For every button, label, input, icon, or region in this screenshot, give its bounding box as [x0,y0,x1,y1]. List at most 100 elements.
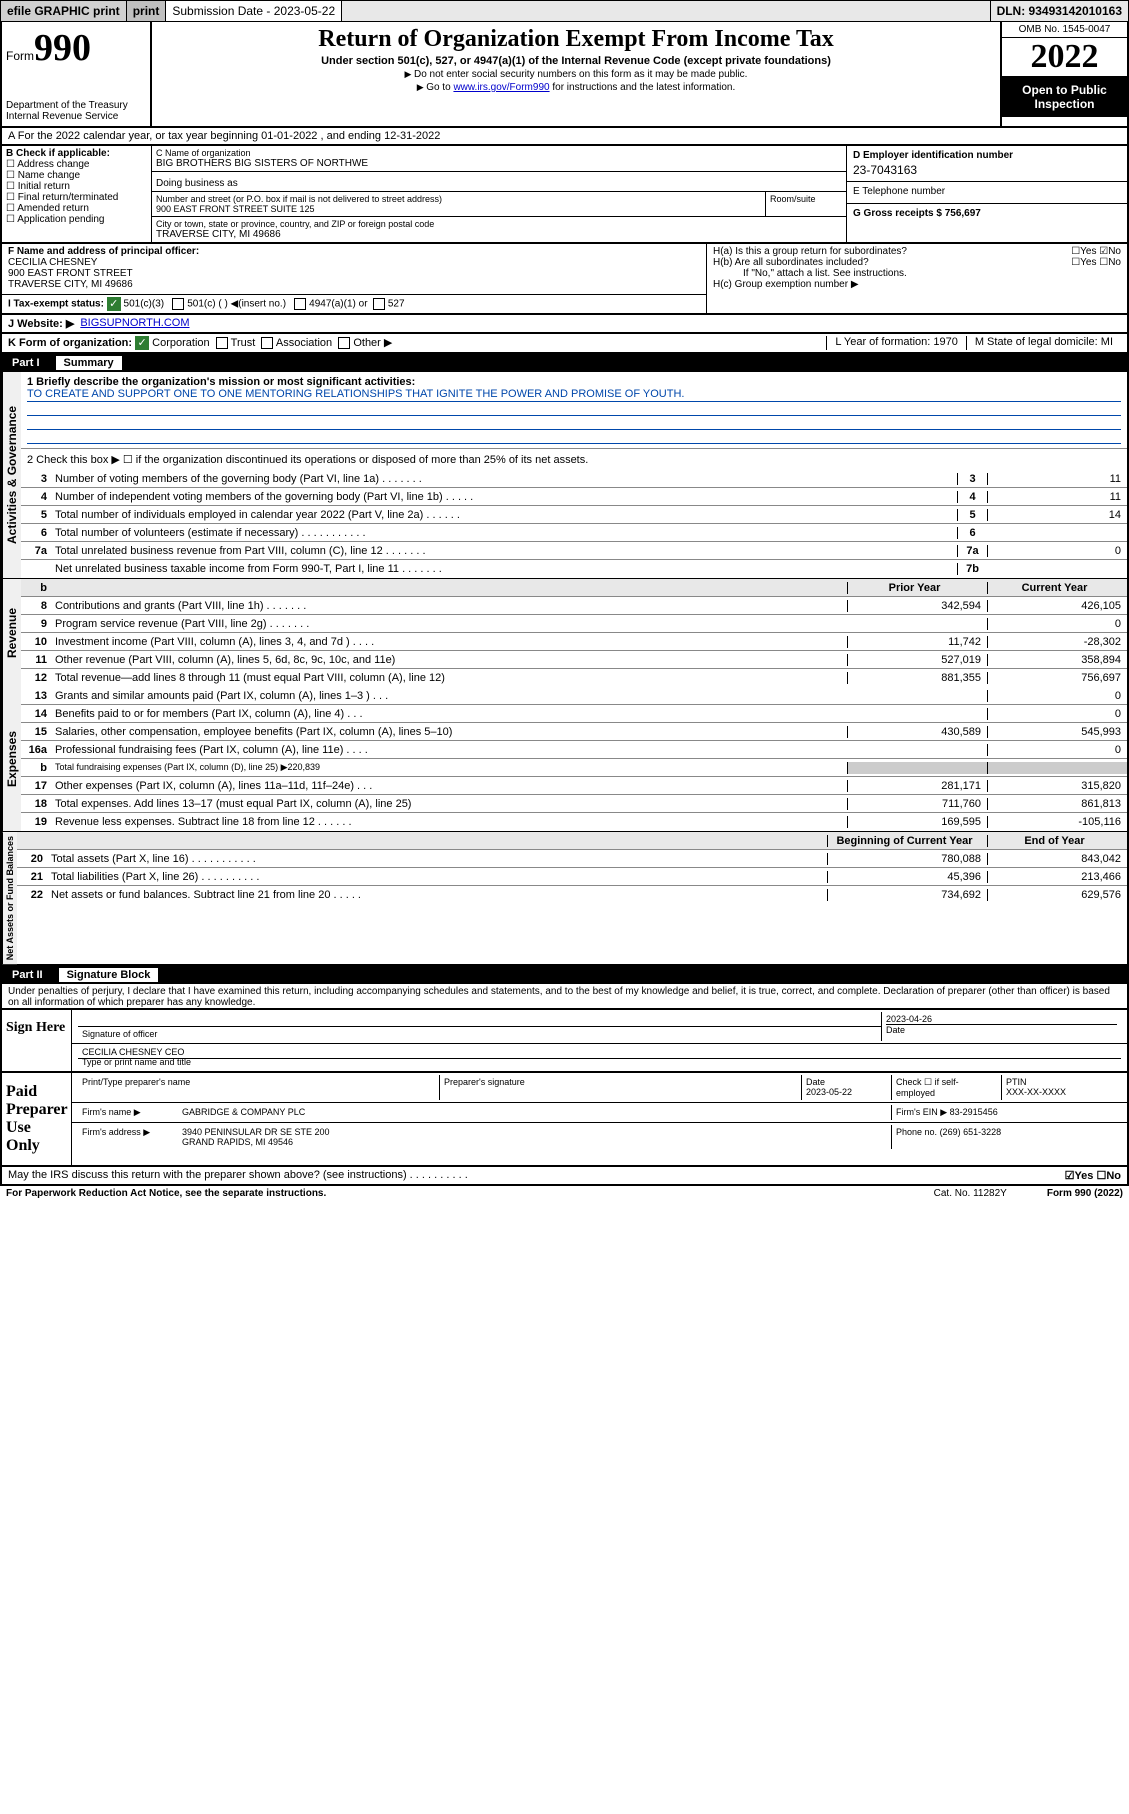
chk-application-pending[interactable]: Application pending [6,214,147,225]
summary-line: 11Other revenue (Part VIII, column (A), … [21,651,1127,669]
prep-sig-label: Preparer's signature [439,1075,801,1100]
sig-officer-label: Signature of officer [82,1029,157,1039]
form-word: Form [6,49,34,63]
chk-association[interactable] [261,337,273,349]
note-link: Go to www.irs.gov/Form990 for instructio… [160,82,992,93]
part-i-body: Activities & Governance 1 Briefly descri… [0,372,1129,966]
part-ii-title: Signature Block [59,968,159,982]
org-name: BIG BROTHERS BIG SISTERS OF NORTHWE [156,158,842,169]
chk-corporation[interactable]: ✓ [135,336,149,350]
chk-4947[interactable] [294,298,306,310]
section-expenses: Expenses 13Grants and similar amounts pa… [2,687,1127,832]
addr-label: Number and street (or P.O. box if mail i… [156,194,761,204]
summary-line: 17Other expenses (Part IX, column (A), l… [21,777,1127,795]
j-label: J Website: ▶ [8,317,74,330]
527-label: 527 [388,299,405,310]
line-1-mission: 1 Briefly describe the organization's mi… [21,372,1127,448]
street-address: 900 EAST FRONT STREET SUITE 125 [156,204,761,214]
officer-name-title: CECILIA CHESNEY CEO [82,1047,1117,1057]
form-header: Form990 Department of the Treasury Inter… [0,22,1129,128]
city-state-zip: TRAVERSE CITY, MI 49686 [156,229,842,240]
officer-name: CECILIA CHESNEY [8,257,700,268]
section-net-assets: Net Assets or Fund Balances Beginning of… [2,832,1127,964]
form-title: Return of Organization Exempt From Incom… [160,26,992,53]
chk-501c[interactable] [172,298,184,310]
summary-line: 20Total assets (Part X, line 16) . . . .… [17,850,1127,868]
4947-label: 4947(a)(1) or [309,299,367,310]
note2-pre: Go to [426,82,453,93]
summary-line: Net unrelated business taxable income fr… [21,560,1127,578]
room-suite-label: Room/suite [766,192,846,216]
part-i-header: Part I Summary [0,354,1129,372]
h-b-answer: ☐Yes ☐No [1071,257,1121,268]
501c-label: 501(c) ( ) ◀(insert no.) [187,299,286,310]
hdr-end-year: End of Year [987,835,1127,847]
summary-line: 21Total liabilities (Part X, line 26) . … [17,868,1127,886]
print-button[interactable]: print [127,1,167,21]
paperwork-notice: For Paperwork Reduction Act Notice, see … [6,1188,326,1199]
chk-527[interactable] [373,298,385,310]
k-label: K Form of organization: [8,337,132,349]
rev-header-row: b Prior Year Current Year [21,579,1127,597]
summary-line: 16aProfessional fundraising fees (Part I… [21,741,1127,759]
ein: 23-7043163 [853,161,1121,177]
header-left: Form990 Department of the Treasury Inter… [2,22,152,126]
signature-block: Sign Here Signature of officer 2023-04-2… [0,1010,1129,1073]
firm-addr1: 3940 PENINSULAR DR SE STE 200 [182,1127,887,1137]
firm-name-label: Firm's name ▶ [78,1105,178,1120]
trust-label: Trust [231,337,256,349]
h-b-note: If "No," attach a list. See instructions… [713,268,1121,279]
chk-final-return[interactable]: Final return/terminated [6,192,147,203]
summary-line: 8Contributions and grants (Part VIII, li… [21,597,1127,615]
irs-discuss-q: May the IRS discuss this return with the… [8,1169,468,1182]
chk-initial-return[interactable]: Initial return [6,181,147,192]
dln: DLN: 93493142010163 [990,1,1128,21]
tax-year: 2022 [1002,38,1127,77]
firm-ein-label: Firm's EIN ▶ [896,1107,947,1117]
chk-501c3[interactable]: ✓ [107,297,121,311]
chk-other[interactable] [338,337,350,349]
k-form-org: K Form of organization: ✓ Corporation Tr… [8,336,392,350]
website-link[interactable]: BIGSUPNORTH.COM [80,317,189,330]
dept-treasury: Department of the Treasury Internal Reve… [6,100,146,122]
officer-type-label: Type or print name and title [82,1057,191,1067]
city-label: City or town, state or province, country… [156,219,842,229]
submission-date: Submission Date - 2023-05-22 [166,1,342,21]
summary-line: 9Program service revenue (Part VIII, lin… [21,615,1127,633]
hdr-prior-year: Prior Year [847,582,987,594]
irs-discuss-row: May the IRS discuss this return with the… [0,1167,1129,1186]
chk-amended-return[interactable]: Amended return [6,203,147,214]
corp-label: Corporation [152,337,209,349]
fh-block: F Name and address of principal officer:… [0,244,1129,315]
part-ii-header: Part II Signature Block [0,966,1129,984]
chk-trust[interactable] [216,337,228,349]
box-g-gross: G Gross receipts $ 756,697 [853,208,1121,219]
dba-label: Doing business as [156,178,842,189]
l-year-formation: L Year of formation: 1970 [826,336,966,350]
tax-exempt-label: I Tax-exempt status: [8,299,104,310]
chk-address-change[interactable]: Address change [6,159,147,170]
h-a-answer: ☐Yes ☑No [1071,246,1121,257]
summary-line: 22Net assets or fund balances. Subtract … [17,886,1127,904]
other-label: Other ▶ [353,337,392,349]
prep-date-label: Date [806,1077,825,1087]
summary-line: 14Benefits paid to or for members (Part … [21,705,1127,723]
chk-name-change[interactable]: Name change [6,170,147,181]
briefly-label: 1 Briefly describe the organization's mi… [27,376,1121,388]
sig-date: 2023-04-26 [886,1014,1117,1024]
hdr-begin-year: Beginning of Current Year [827,835,987,847]
phone-value: (269) 651-3228 [940,1127,1002,1137]
irs-link[interactable]: www.irs.gov/Form990 [453,82,549,93]
telephone [853,197,1121,199]
box-h: H(a) Is this a group return for subordin… [707,244,1127,313]
entity-block: B Check if applicable: Address change Na… [0,146,1129,244]
ptin-value: XXX-XX-XXXX [1006,1087,1066,1097]
summary-line: 13Grants and similar amounts paid (Part … [21,687,1127,705]
top-bar: efile GRAPHIC print print Submission Dat… [0,0,1129,22]
officer-addr1: 900 EAST FRONT STREET [8,268,700,279]
summary-line: 19Revenue less expenses. Subtract line 1… [21,813,1127,831]
part-i-tag: Part I [6,357,46,369]
section-revenue: Revenue b Prior Year Current Year 8Contr… [2,579,1127,687]
box-d-label: D Employer identification number [853,150,1121,161]
sign-here-label: Sign Here [2,1010,72,1071]
